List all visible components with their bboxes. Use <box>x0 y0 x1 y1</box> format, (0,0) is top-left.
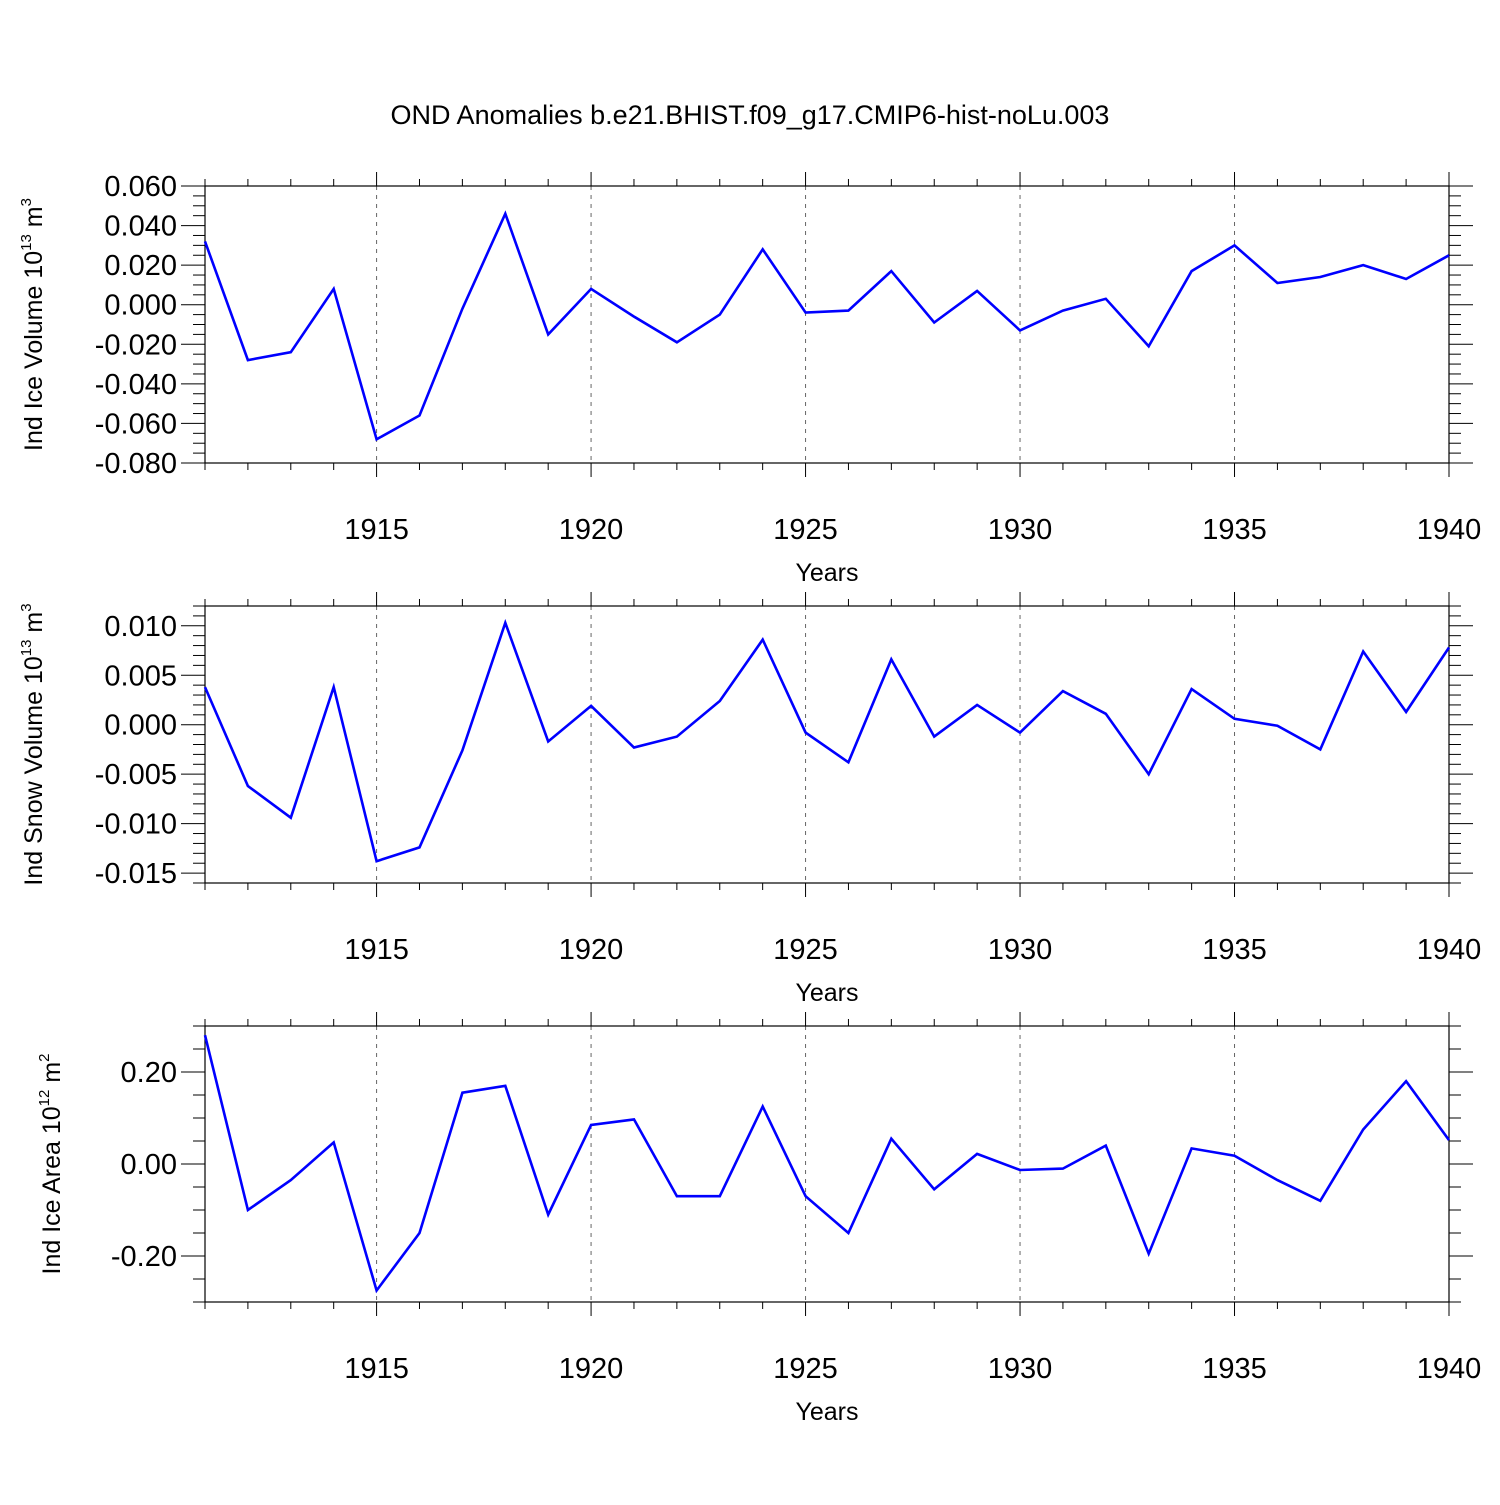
ice-area-ylabel-part-2: m <box>38 1062 66 1090</box>
ice-area-xtick-label-4: 1935 <box>1202 1353 1267 1385</box>
ice-volume-xtick-label-2: 1925 <box>773 514 838 546</box>
ice-volume-xtick-label-1: 1920 <box>559 514 624 546</box>
snow-volume-ytick-label-0: 0.010 <box>104 611 177 643</box>
ice-volume-ytick-label-0: 0.060 <box>104 171 177 203</box>
ice-area-xtick-label-1: 1920 <box>559 1353 624 1385</box>
ice-area-ytick-label-1: 0.00 <box>121 1149 177 1181</box>
snow-volume-frame <box>204 605 1450 884</box>
ice-area-ylabel-part-1: 12 <box>36 1090 53 1107</box>
snow-volume-xtick-label-2: 1925 <box>773 934 838 966</box>
ice-volume-ytick-label-5: -0.040 <box>95 369 177 401</box>
snow-volume-series-line <box>203 618 1451 863</box>
ice-volume-ytick-label-6: -0.060 <box>95 408 177 440</box>
ice-volume-ylabel-part-1: 13 <box>18 234 35 251</box>
snow-volume-xtick-label-4: 1935 <box>1202 934 1267 966</box>
snow-volume-ytick-label-5: -0.015 <box>95 858 177 890</box>
snow-volume-xtick-label-0: 1915 <box>344 934 409 966</box>
ice-volume-frame <box>204 185 1450 464</box>
ice-volume-ytick-label-3: 0.000 <box>104 290 177 322</box>
ice-volume-xtick-label-3: 1930 <box>988 514 1053 546</box>
ice-volume-xtick-label-5: 1940 <box>1417 514 1482 546</box>
ice-volume-ytick-label-1: 0.040 <box>104 211 177 243</box>
ice-area-ytick-label-2: -0.20 <box>111 1241 177 1273</box>
snow-volume-ylabel-part-3: 3 <box>18 603 35 611</box>
ice-area-ylabel-part-0: Ind Ice Area 10 <box>38 1106 66 1274</box>
ice-volume-ytick-label-4: -0.020 <box>95 329 177 361</box>
snow-volume-ytick-label-3: -0.005 <box>95 759 177 791</box>
chart-title: OND Anomalies b.e21.BHIST.f09_g17.CMIP6-… <box>391 100 1110 130</box>
snow-volume-ylabel-part-1: 13 <box>18 640 35 657</box>
ice-area-xlabel: Years <box>795 1398 858 1426</box>
ice-volume-xtick-label-4: 1935 <box>1202 514 1267 546</box>
snow-volume-ytick-label-2: 0.000 <box>104 710 177 742</box>
snow-volume-ytick-label-4: -0.010 <box>95 809 177 841</box>
ice-volume-ylabel-part-0: Ind Ice Volume 10 <box>20 251 48 451</box>
ice-volume-ytick-label-2: 0.020 <box>104 250 177 282</box>
snow-volume-ylabel-part-0: Ind Snow Volume 10 <box>20 656 48 885</box>
snow-volume-ylabel: Ind Snow Volume 1013 m3 <box>18 603 48 885</box>
ice-area-xtick-label-3: 1930 <box>988 1353 1053 1385</box>
ice-area-series-line <box>203 1034 1451 1294</box>
snow-volume-xtick-label-5: 1940 <box>1417 934 1482 966</box>
ice-area-ytick-label-0: 0.20 <box>121 1057 177 1089</box>
ice-volume-ylabel-part-2: m <box>20 206 48 234</box>
ice-volume-xlabel: Years <box>795 559 858 587</box>
ice-area-xtick-label-0: 1915 <box>344 1353 409 1385</box>
snow-volume-ylabel-part-2: m <box>20 612 48 640</box>
ice-volume-series-line <box>203 210 1450 442</box>
ice-area-ylabel: Ind Ice Area 1012 m2 <box>36 1054 66 1275</box>
ice-area-frame <box>204 1025 1450 1303</box>
ice-area-xtick-label-5: 1940 <box>1417 1353 1482 1385</box>
ice-volume-xtick-label-0: 1915 <box>344 514 409 546</box>
ice-area-ylabel-part-3: 2 <box>36 1054 53 1062</box>
snow-volume-xlabel: Years <box>795 979 858 1007</box>
snow-volume-ytick-label-1: 0.005 <box>104 660 177 692</box>
ice-volume-ylabel: Ind Ice Volume 1013 m3 <box>18 198 48 451</box>
ice-area-xtick-label-2: 1925 <box>773 1353 838 1385</box>
ice-volume-ylabel-part-3: 3 <box>18 198 35 206</box>
snow-volume-xtick-label-3: 1930 <box>988 934 1053 966</box>
snow-volume-xtick-label-1: 1920 <box>559 934 624 966</box>
ice-volume-ytick-label-7: -0.080 <box>95 448 177 480</box>
